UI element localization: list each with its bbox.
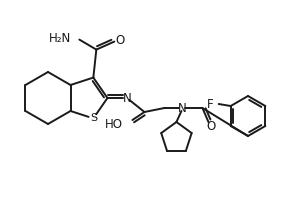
Text: HO: HO: [104, 118, 122, 131]
Text: S: S: [90, 114, 97, 123]
Text: H₂N: H₂N: [49, 32, 71, 45]
Text: N: N: [178, 102, 187, 115]
Text: O: O: [116, 34, 125, 47]
Text: N: N: [123, 91, 132, 104]
Text: O: O: [207, 121, 216, 133]
Text: F: F: [207, 97, 214, 110]
